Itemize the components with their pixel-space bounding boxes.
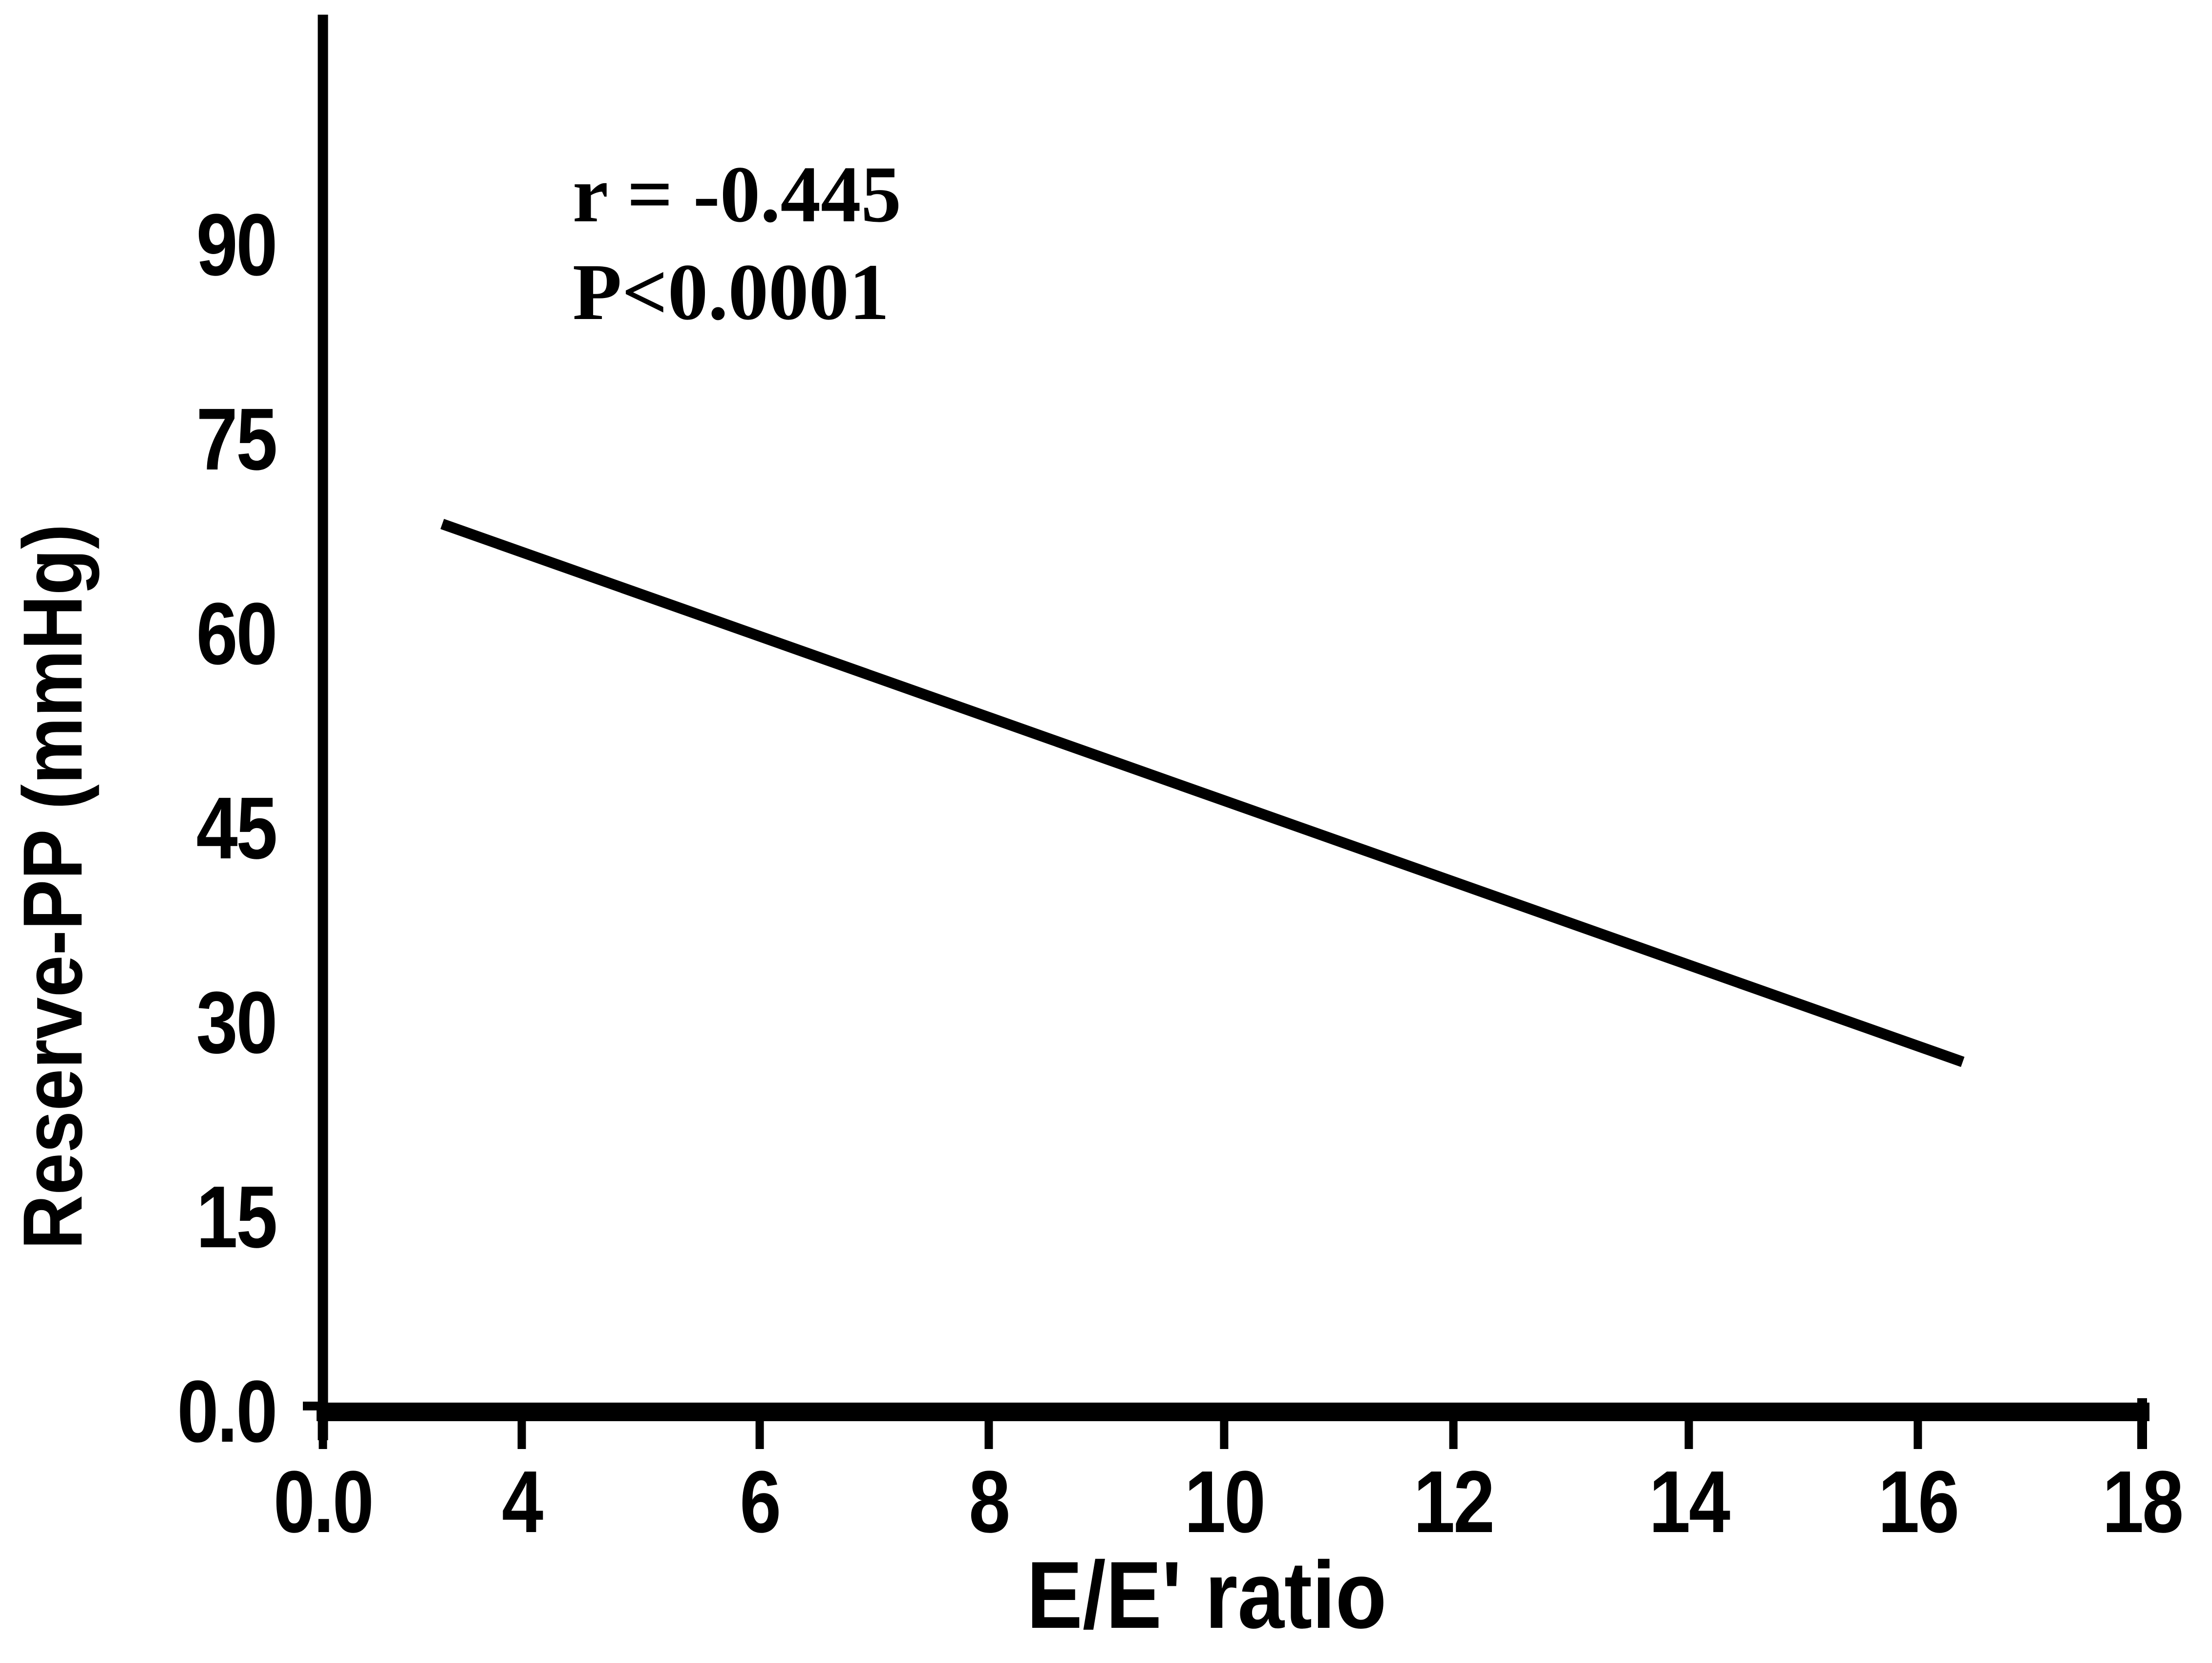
regression-line xyxy=(440,519,1965,1067)
axes-group xyxy=(303,15,2149,1440)
x-tick-label: 4 xyxy=(502,1453,543,1551)
x-tick-label: 8 xyxy=(969,1453,1010,1551)
x-tick-marks xyxy=(319,1398,2147,1449)
regression-line-group xyxy=(440,519,1965,1067)
x-tick-label: 12 xyxy=(1413,1453,1495,1551)
x-tick-label: 18 xyxy=(2102,1453,2184,1551)
y-tick-label: 0.0 xyxy=(177,1363,278,1461)
annotation-r-value: r = -0.445 xyxy=(573,149,901,239)
x-tick-label: 16 xyxy=(1878,1453,1959,1551)
y-tick-label: 30 xyxy=(196,974,278,1072)
x-tick-label: 10 xyxy=(1184,1453,1266,1551)
y-tick-label: 45 xyxy=(196,779,278,877)
x-tick-label: 6 xyxy=(740,1453,781,1551)
x-tick-label: 0.0 xyxy=(273,1453,374,1551)
y-tick-label: 15 xyxy=(196,1168,278,1266)
y-tick-label: 75 xyxy=(196,390,278,489)
stats-annotation: r = -0.445 P<0.0001 xyxy=(573,146,901,341)
annotation-p-value: P<0.0001 xyxy=(573,247,890,337)
y-tick-label: 60 xyxy=(196,585,278,683)
y-tick-label: 90 xyxy=(196,196,278,294)
x-axis-title: E/E' ratio xyxy=(1026,1542,1387,1648)
x-tick-label: 14 xyxy=(1649,1453,1730,1551)
